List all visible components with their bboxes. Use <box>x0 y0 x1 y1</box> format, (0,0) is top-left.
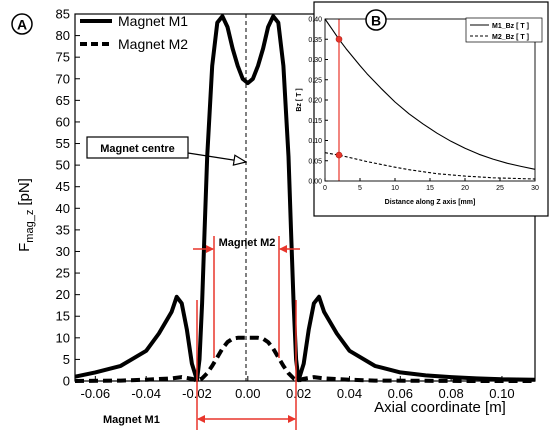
y-axis-title-sub: mag_z <box>24 210 36 243</box>
inset-y-tick-label: 0.25 <box>308 77 322 84</box>
y-axis-title-main: F <box>16 243 33 252</box>
inset-series-line-1 <box>324 18 536 170</box>
main-y-tick-label: 60 <box>56 114 70 129</box>
inset-y-tick-label: 0.05 <box>308 158 322 165</box>
y-axis-title-unit: [pN] <box>16 178 33 206</box>
magnet-centre-label: Magnet centre <box>100 143 175 155</box>
main-chart-ticks: -0.06 -0.04 -0.02 0.00 0.02 0.04 0.06 0.08 0.100… <box>56 7 515 402</box>
main-x-tick-label: 0.00 <box>235 386 260 401</box>
inset-frame <box>324 18 536 182</box>
inset-x-tick-label: 15 <box>426 185 434 192</box>
main-series-line-2 <box>74 335 535 383</box>
panel-b-badge <box>365 9 387 31</box>
inset-x-tick-label: 5 <box>358 185 362 192</box>
inset-chart-series <box>324 18 536 181</box>
main-x-tick-label: 0.08 <box>438 386 463 401</box>
main-y-tick-label: 70 <box>56 71 70 86</box>
magnet-m1-annotation: Magnet M1 <box>103 414 160 426</box>
main-y-tick-label: 25 <box>56 266 70 281</box>
main-y-tick-label: 15 <box>56 309 70 324</box>
main-y-tick-label: 75 <box>56 50 70 65</box>
inset-y-tick-label: 0.00 <box>308 179 322 186</box>
main-y-tick-label: 10 <box>56 330 70 345</box>
inset-y-tick-label: 0.10 <box>308 138 322 145</box>
main-y-tick-label: 45 <box>56 179 70 194</box>
inset-x-tick-label: 0 <box>323 185 327 192</box>
inset-x-tick-label: 10 <box>391 185 399 192</box>
main-x-tick-label: 0.10 <box>489 386 514 401</box>
y-axis-title: Fmag_z [pN] <box>16 178 36 252</box>
main-x-tick-label: -0.04 <box>131 386 161 401</box>
inset-marker-point-1 <box>335 35 343 43</box>
main-legend: Magnet M1 Magnet M2 <box>80 13 188 52</box>
main-series-line-1 <box>74 14 536 383</box>
main-y-tick-label: 85 <box>56 7 70 22</box>
main-x-tick-label: 0.02 <box>286 386 311 401</box>
inset-y-tick-label: 0.20 <box>308 98 322 105</box>
main-y-tick-label: 65 <box>56 93 70 108</box>
main-y-tick-label: 5 <box>63 352 70 367</box>
magnet-centre-arrow <box>187 152 246 162</box>
main-y-tick-label: 30 <box>56 244 70 259</box>
inset-chart: 0 5 10 15 20 25 30 0.00 0.05 0.10 0.15 0.20 0.25 0.30… <box>296 1 549 217</box>
main-x-tick-label: 0.04 <box>337 386 362 401</box>
inset-legend-label-m2: M2_Bz [ T ] <box>492 34 529 41</box>
inset-x-axis-title: Distance along Z axis [mm] <box>385 199 476 206</box>
inset-y-tick-label: 0.40 <box>308 17 322 24</box>
inset-legend: M1_Bz [ T ] M2_Bz [ T ] <box>465 17 543 43</box>
x-axis-title: Axial coordinate [m] <box>374 399 506 416</box>
inset-x-tick-label: 25 <box>496 185 504 192</box>
main-y-tick-label: 50 <box>56 158 70 173</box>
inset-x-tick-label: 30 <box>531 185 539 192</box>
main-y-tick-label: 40 <box>56 201 70 216</box>
panel-a-badge <box>11 13 33 35</box>
main-y-tick-label: 80 <box>56 28 70 43</box>
legend-label-m1: Magnet M1 <box>118 13 188 29</box>
main-y-tick-label: 0 <box>63 374 70 389</box>
inset-marker-point-2 <box>335 151 343 159</box>
main-chart-series <box>74 14 536 383</box>
inset-y-axis-title: Bz [ T ] <box>296 88 303 111</box>
inset-y-tick-label: 0.15 <box>308 118 322 125</box>
main-x-tick-label: 0.06 <box>388 386 413 401</box>
legend-label-m2: Magnet M2 <box>118 36 188 52</box>
inset-legend-label-m1: M1_Bz [ T ] <box>492 23 529 30</box>
main-y-tick-label: 20 <box>56 287 70 302</box>
panel-b-label: B <box>371 13 381 29</box>
main-chart: -0.06 -0.04 -0.02 0.00 0.02 0.04 0.06 0.08 0.100… <box>11 7 536 430</box>
inset-x-tick-label: 20 <box>461 185 469 192</box>
inset-y-tick-label: 0.30 <box>308 57 322 64</box>
panel-a-label: A <box>17 17 27 33</box>
main-y-tick-label: 55 <box>56 136 70 151</box>
inset-y-tick-label: 0.35 <box>308 37 322 44</box>
main-x-tick-label: -0.06 <box>81 386 111 401</box>
magnet-centre-box <box>86 136 189 159</box>
main-y-tick-label: 35 <box>56 222 70 237</box>
svg-text:Fmag_z[pN]: Fmag_z [pN] <box>16 178 36 252</box>
magnet-m2-annotation: Magnet M2 <box>219 237 276 249</box>
inset-legend-box <box>465 17 543 43</box>
